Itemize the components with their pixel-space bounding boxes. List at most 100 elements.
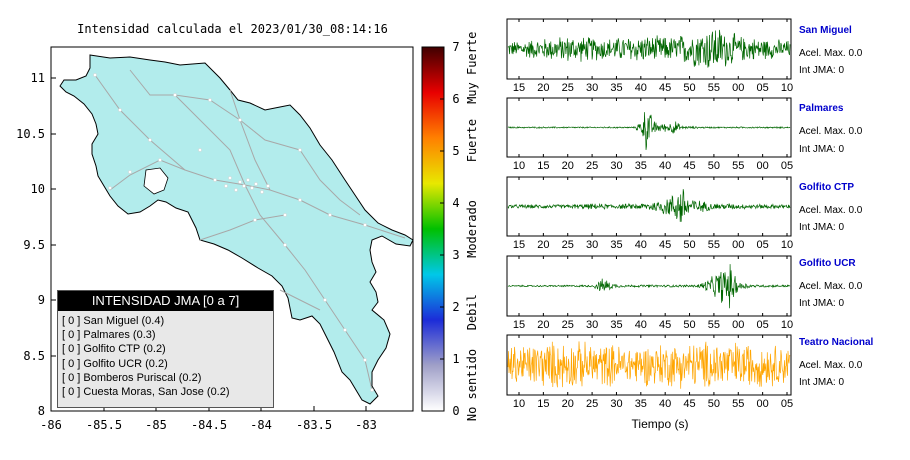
map-y-tick-label: 9.5 — [23, 238, 45, 252]
panel-x-tick-label: 10 — [513, 398, 525, 410]
colorbar-category-label: Fuerte — [465, 119, 479, 162]
road — [279, 289, 321, 311]
map-x-tick-label: -86 — [40, 418, 62, 432]
colorbar-tick-label: 4 — [452, 196, 459, 210]
seismogram-trace — [507, 112, 791, 150]
map-y-tick-label: 8 — [38, 404, 45, 418]
city-marker — [242, 184, 246, 188]
road — [109, 159, 186, 191]
panel-x-tick-label: 30 — [586, 319, 598, 331]
panel-x-tick-label: 30 — [586, 82, 598, 94]
panel-x-tick-label: 45 — [659, 82, 671, 94]
road — [174, 94, 246, 186]
station-name: San Miguel — [799, 25, 852, 36]
station-acel: Acel. Max. 0.0 — [799, 360, 863, 371]
station-name: Teatro Nacional — [799, 337, 874, 348]
map-x-tick-label: -85 — [145, 418, 167, 432]
panel-x-tick-label: 55 — [732, 160, 744, 172]
panel-x-tick-label: 35 — [635, 160, 647, 172]
city-marker — [224, 184, 228, 188]
panel-x-tick-label: 30 — [610, 398, 622, 410]
panel-x-tick-label: 35 — [610, 319, 622, 331]
costa-rica-landmass — [59, 54, 414, 405]
panel-x-tick-label: 25 — [586, 398, 598, 410]
panel-x-tick-label: 10 — [781, 82, 793, 94]
city-marker — [128, 170, 132, 174]
city-marker — [158, 158, 162, 162]
map-x-tick-label: -84.5 — [191, 418, 227, 432]
legend-item: [ 0 ] Cuesta Moras, San Jose (0.2) — [62, 386, 230, 399]
colorbar-tick-label: 3 — [452, 248, 459, 262]
road — [299, 149, 361, 216]
panel-x-tick-label: 40 — [659, 160, 671, 172]
city-marker — [238, 118, 242, 122]
road — [199, 214, 286, 241]
colorbar-tick-label: 6 — [452, 92, 459, 106]
intensity-colorbar — [421, 46, 445, 412]
seismogram-trace — [507, 189, 791, 222]
city-marker — [363, 223, 367, 227]
map-y-tick-label: 10.5 — [16, 127, 45, 141]
panel-x-tick-label: 35 — [610, 239, 622, 251]
colorbar-category-label: Moderado — [465, 200, 479, 258]
panel-x-tick-label: 50 — [683, 82, 695, 94]
panel-x-tick-label: 55 — [708, 239, 720, 251]
x-axis-label: Tiempo (s) — [631, 417, 689, 431]
panel-x-tick-label: 05 — [757, 82, 769, 94]
panel-x-tick-label: 55 — [708, 82, 720, 94]
gulf-of-nicoya — [143, 167, 169, 195]
panel-x-tick-label: 40 — [659, 398, 671, 410]
panel-x-tick-label: 25 — [562, 239, 574, 251]
station-acel: Acel. Max. 0.0 — [799, 48, 863, 59]
legend-item: [ 0 ] Palmares (0.3) — [62, 329, 156, 342]
station-acel: Acel. Max. 0.0 — [799, 281, 863, 292]
panel-x-tick-label: 40 — [635, 239, 647, 251]
panel-x-tick-label: 30 — [586, 239, 598, 251]
city-marker — [298, 148, 302, 152]
city-marker — [213, 178, 217, 182]
city-marker — [323, 298, 327, 302]
map-x-tick-label: -85.5 — [86, 418, 122, 432]
panel-x-tick-label: 25 — [562, 82, 574, 94]
seismogram-panel: 15 20 25 30 35 40 45 50 55 00 05 10 — [506, 176, 793, 251]
legend-item: [ 0 ] San Miguel (0.4) — [62, 315, 165, 327]
station-int: Int JMA: 0 — [799, 65, 845, 76]
map-y-tick-label: 11 — [31, 71, 45, 85]
panel-x-tick-label: 30 — [610, 160, 622, 172]
panel-x-tick-label: 45 — [659, 319, 671, 331]
panel-x-tick-label: 15 — [537, 160, 549, 172]
map-x-tick-label: -84 — [250, 418, 272, 432]
colorbar-tick-label: 1 — [452, 352, 459, 366]
seismogram-panel: 15 20 25 30 35 40 45 50 55 00 05 10 — [506, 255, 793, 331]
station-int: Int JMA: 0 — [799, 222, 845, 233]
panel-x-tick-label: 05 — [757, 319, 769, 331]
panel-x-tick-label: 45 — [659, 239, 671, 251]
city-marker — [148, 138, 152, 142]
panel-x-tick-label: 50 — [683, 319, 695, 331]
panel-x-tick-label: 55 — [708, 319, 720, 331]
station-int: Int JMA: 0 — [799, 377, 845, 388]
panel-x-tick-label: 35 — [610, 82, 622, 94]
city-marker — [93, 73, 97, 77]
city-marker — [298, 198, 302, 202]
map-y-tick-label: 10 — [31, 182, 45, 196]
panel-x-tick-label: 40 — [635, 82, 647, 94]
city-marker — [363, 358, 367, 362]
panel-x-tick-label: 20 — [537, 82, 549, 94]
panel-x-tick-label: 05 — [781, 398, 793, 410]
panel-x-tick-label: 50 — [708, 160, 720, 172]
panel-x-tick-label: 25 — [562, 319, 574, 331]
seismogram-trace — [507, 29, 791, 68]
panel-x-tick-label: 10 — [781, 319, 793, 331]
panel-x-tick-label: 50 — [708, 398, 720, 410]
legend-item: [ 0 ] Golfito CTP (0.2) — [62, 343, 166, 356]
city-marker — [250, 186, 254, 190]
map-title: Intensidad calculada el 2023/01/30_08:14… — [77, 22, 388, 36]
city-marker — [234, 188, 238, 192]
road — [94, 74, 246, 186]
seismogram-panel: 10 15 20 25 30 35 40 45 50 55 00 05 — [506, 334, 793, 410]
city-marker — [253, 218, 257, 222]
panel-x-tick-label: 15 — [513, 319, 525, 331]
panel-x-tick-label: 20 — [562, 398, 574, 410]
